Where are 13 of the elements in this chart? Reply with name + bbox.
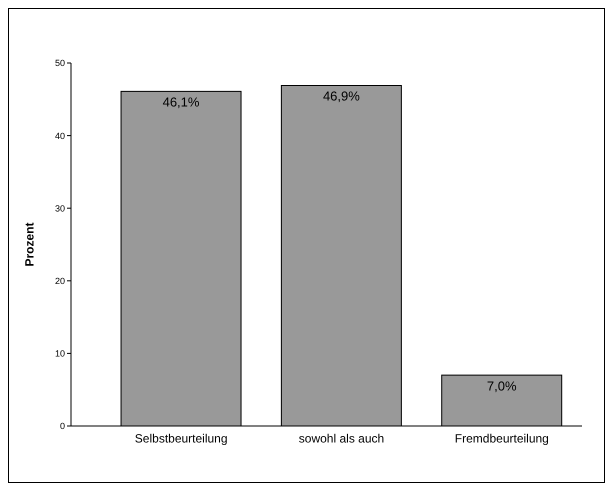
y-tick-label: 10: [54, 348, 65, 359]
x-tick-label: sowohl als auch: [298, 432, 384, 446]
data-label: 46,1%: [162, 94, 200, 110]
x-tick-label: Selbstbeurteilung: [134, 432, 228, 446]
y-axis-title: Prozent: [22, 222, 36, 267]
y-tick-label: 0: [60, 421, 65, 432]
y-tick-label: 20: [54, 276, 65, 286]
data-label: 46,9%: [322, 88, 360, 104]
y-tick-label: 40: [54, 130, 65, 141]
data-label: 7,0%: [486, 378, 517, 394]
y-tick-label: 50: [54, 58, 65, 68]
x-tick-label: Fremdbeurteilung: [454, 432, 549, 446]
y-tick-label: 30: [54, 203, 65, 214]
